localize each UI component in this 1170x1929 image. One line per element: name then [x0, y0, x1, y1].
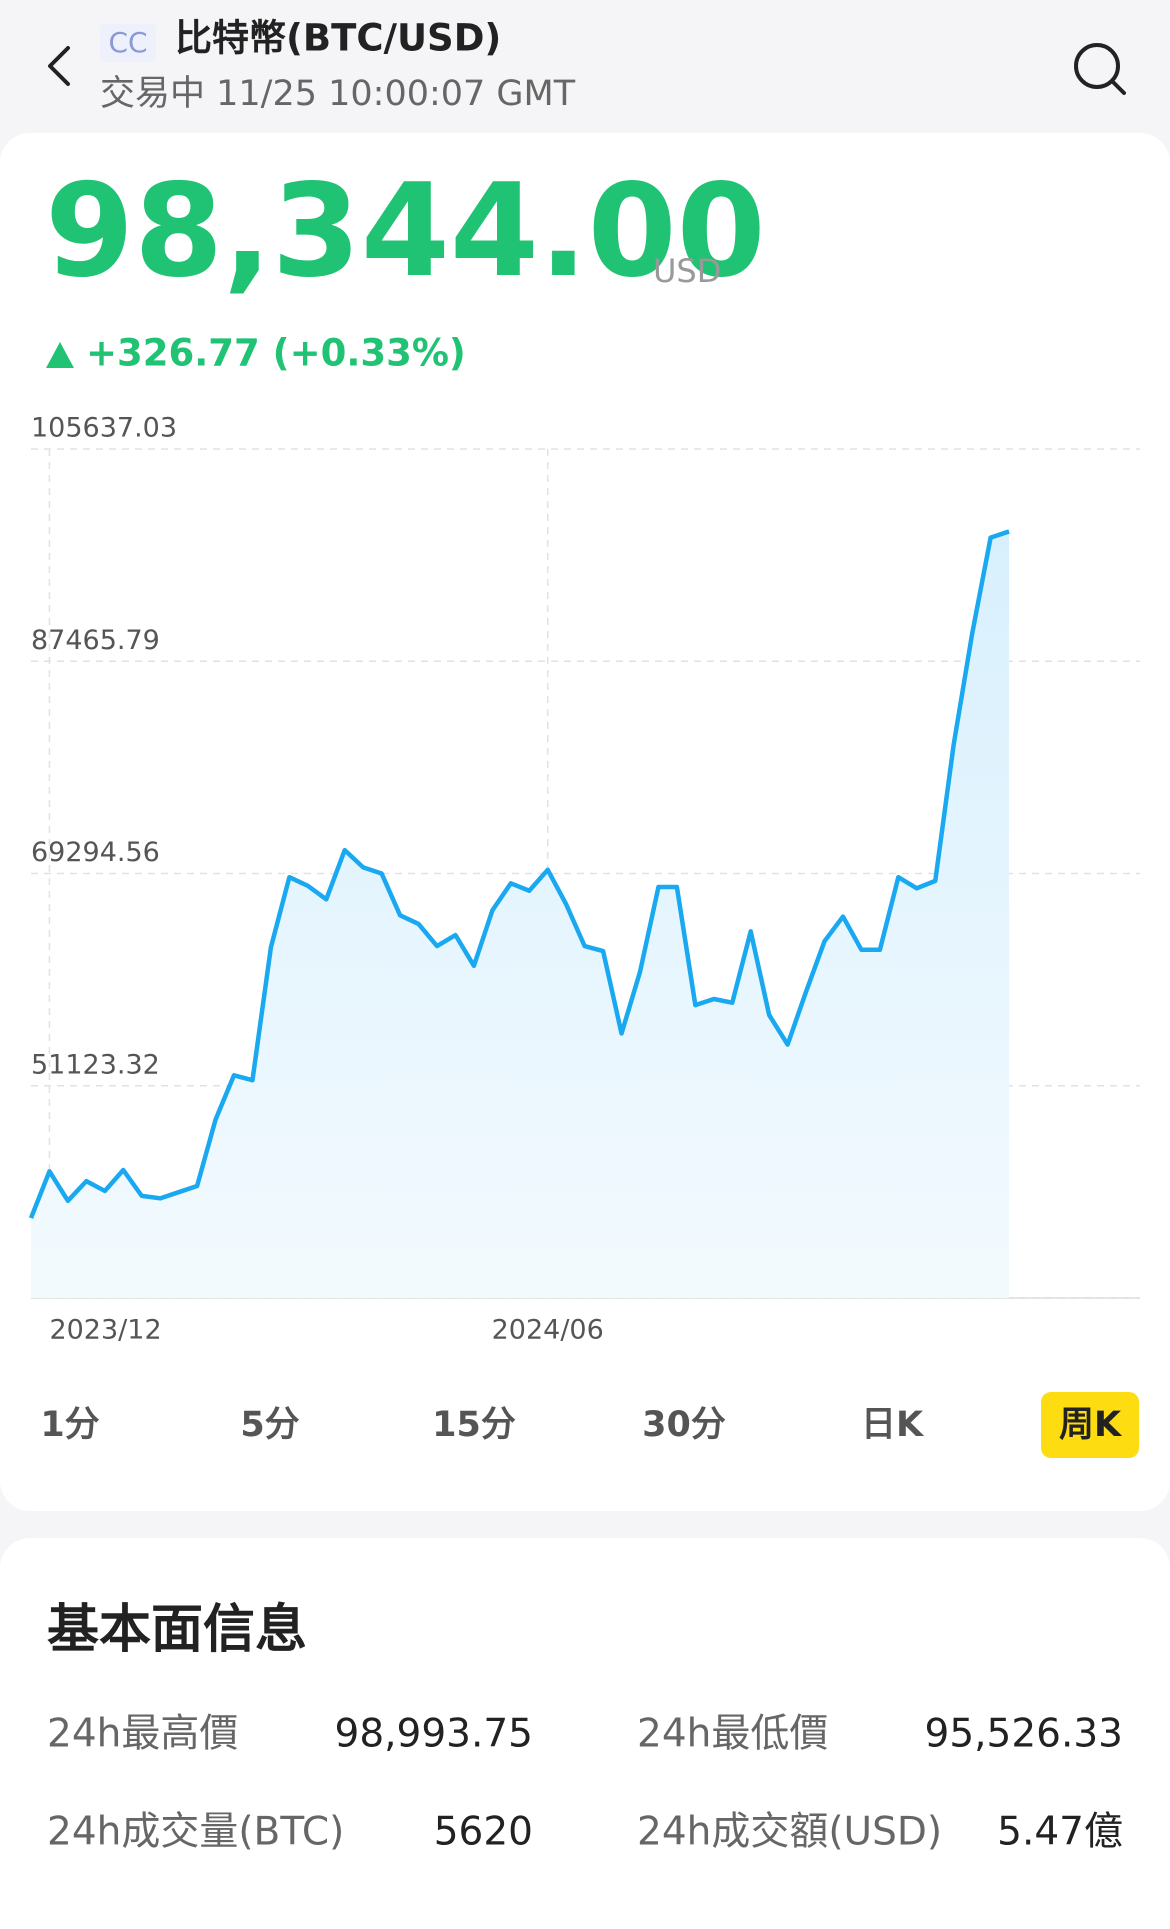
status: 交易中 11/25 10:00:07 GMT — [100, 74, 576, 114]
section-title: 基本面信息 — [47, 1600, 307, 1660]
stat-label: 24h成交量(BTC) — [47, 1810, 344, 1855]
currency: USD — [653, 252, 721, 290]
period-tab[interactable]: 30分 — [642, 1405, 726, 1445]
stat-label: 24h最高價 — [47, 1712, 238, 1757]
y-tick-label: 105637.03 — [31, 413, 177, 444]
search-button[interactable] — [1074, 43, 1126, 95]
stat-value: 5620 — [434, 1810, 533, 1855]
fundamentals-card — [0, 1538, 1170, 1929]
period-tab[interactable]: 15分 — [432, 1405, 516, 1445]
title: 比特幣(BTC/USD) — [175, 17, 501, 60]
badge: CC — [108, 26, 147, 59]
x-tick-label: 2023/12 — [49, 1315, 161, 1346]
stat-value: 5.47億 — [997, 1810, 1123, 1855]
period-tab[interactable]: 5分 — [240, 1405, 299, 1445]
y-tick-label: 87465.79 — [31, 625, 160, 656]
y-tick-label: 69294.56 — [31, 837, 160, 868]
tab-label: 5分 — [240, 1405, 299, 1445]
tab-label: 1分 — [40, 1405, 99, 1445]
x-tick-label: 2024/06 — [492, 1315, 604, 1346]
change: +326.77 (+0.33%) — [86, 332, 466, 375]
stat-value: 95,526.33 — [925, 1712, 1124, 1757]
tab-highlight — [1041, 1392, 1139, 1458]
back-button[interactable] — [48, 46, 70, 86]
tab-label: 周K — [1059, 1405, 1123, 1445]
stat-label: 24h最低價 — [637, 1712, 828, 1757]
tab-label: 日K — [861, 1405, 925, 1445]
line — [28, 529, 1010, 1219]
badge-bg — [100, 24, 156, 62]
tab-label: 15分 — [432, 1405, 516, 1445]
stat-label: 24h成交額(USD) — [637, 1810, 942, 1855]
y-tick-label: 51123.32 — [31, 1049, 160, 1080]
period-tab[interactable]: 周K — [1041, 1392, 1139, 1458]
price: 98,344.00 — [45, 157, 766, 306]
area — [31, 531, 1010, 1298]
stat-value: 98,993.75 — [335, 1712, 534, 1757]
up-arrow — [46, 342, 74, 368]
period-tab[interactable]: 日K — [861, 1405, 925, 1445]
tab-label: 30分 — [642, 1405, 726, 1445]
period-tab[interactable]: 1分 — [40, 1405, 99, 1445]
